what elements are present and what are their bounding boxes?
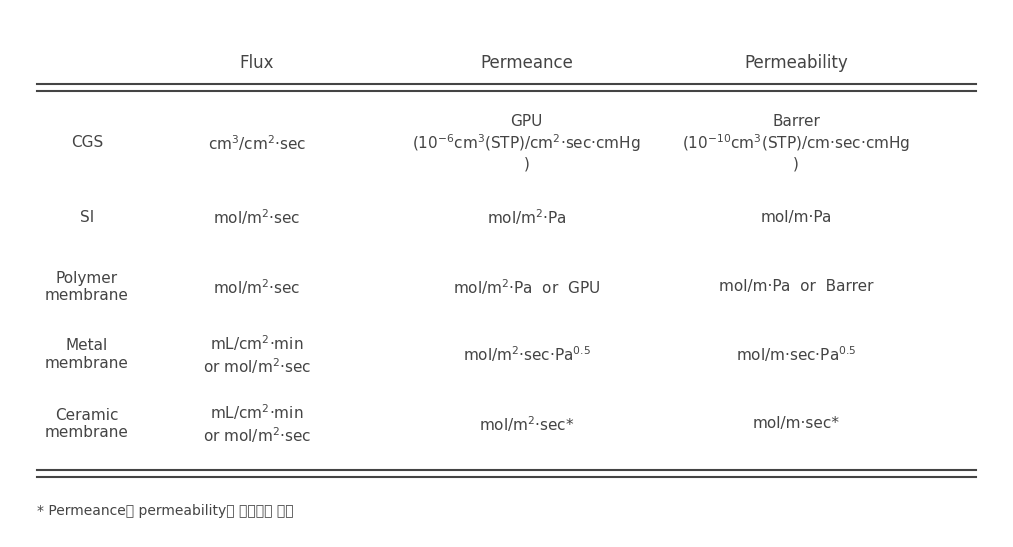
Text: GPU
(10$^{-6}$cm$^3$(STP)/cm$^2$·sec·cmHg
): GPU (10$^{-6}$cm$^3$(STP)/cm$^2$·sec·cmH… [412,114,641,172]
Text: mol/m$^2$·sec*: mol/m$^2$·sec* [479,414,574,434]
Text: mol/m$^2$·Pa: mol/m$^2$·Pa [486,208,566,228]
Text: mol/m·Pa  or  Barrer: mol/m·Pa or Barrer [719,280,873,294]
Text: mol/m$^2$·Pa  or  GPU: mol/m$^2$·Pa or GPU [453,277,600,296]
Text: Ceramic
membrane: Ceramic membrane [45,408,129,440]
Text: * Permeance와 permeability에 상응하는 단위: * Permeance와 permeability에 상응하는 단위 [36,504,294,517]
Text: mol/m$^2$·sec: mol/m$^2$·sec [213,277,301,296]
Text: Permeability: Permeability [745,54,848,72]
Text: mol/m·sec·Pa$^{0.5}$: mol/m·sec·Pa$^{0.5}$ [736,345,856,364]
Text: Metal
membrane: Metal membrane [45,339,129,371]
Text: SI: SI [80,210,94,225]
Text: mL/cm$^2$·min
or mol/m$^2$·sec: mL/cm$^2$·min or mol/m$^2$·sec [203,333,311,376]
Text: CGS: CGS [71,136,103,150]
Text: Polymer
membrane: Polymer membrane [45,271,129,303]
Text: mol/m·Pa: mol/m·Pa [761,210,832,225]
Text: Flux: Flux [239,54,274,72]
Text: Permeance: Permeance [480,54,573,72]
Text: mol/m$^2$·sec: mol/m$^2$·sec [213,208,301,228]
Text: mL/cm$^2$·min
or mol/m$^2$·sec: mL/cm$^2$·min or mol/m$^2$·sec [203,403,311,445]
Text: cm$^3$/cm$^2$·sec: cm$^3$/cm$^2$·sec [208,133,306,153]
Text: mol/m·sec*: mol/m·sec* [753,416,840,432]
Text: Barrer
(10$^{-10}$cm$^3$(STP)/cm·sec·cmHg
): Barrer (10$^{-10}$cm$^3$(STP)/cm·sec·cmH… [682,114,911,172]
Text: mol/m$^2$·sec·Pa$^{0.5}$: mol/m$^2$·sec·Pa$^{0.5}$ [463,345,591,364]
